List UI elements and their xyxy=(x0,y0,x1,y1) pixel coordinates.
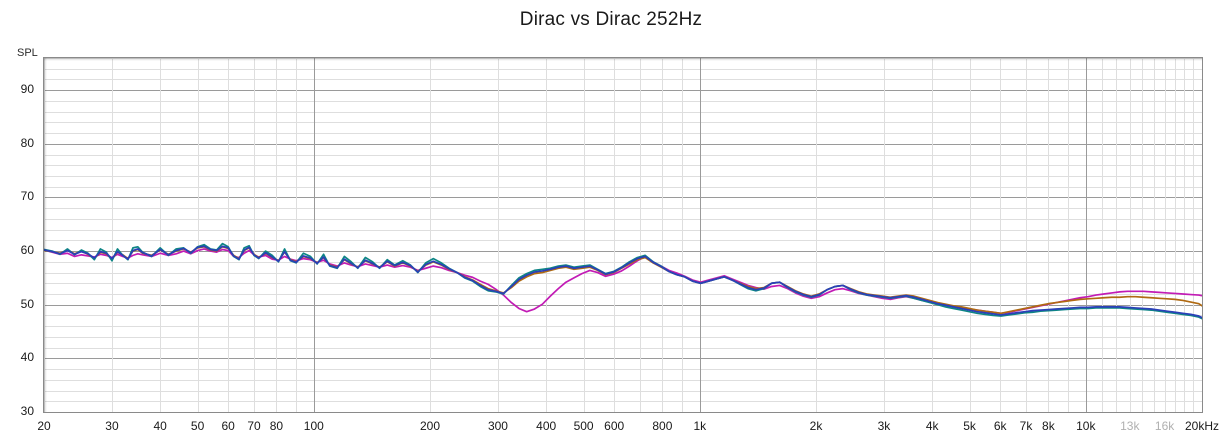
x-tick-label: 60 xyxy=(221,419,235,433)
grid-lines xyxy=(44,58,1202,412)
y-tick-label: 50 xyxy=(20,296,34,311)
x-tick-label: 2k xyxy=(809,419,823,433)
x-tick-label: 5k xyxy=(963,419,976,433)
x-tick-label: 4k xyxy=(925,419,939,433)
x-tick-label: 10k xyxy=(1076,419,1096,433)
y-tick-label: 80 xyxy=(20,135,34,150)
x-tick-label: 400 xyxy=(536,419,557,433)
series-line xyxy=(44,248,1202,315)
y-tick-label: 60 xyxy=(20,243,34,258)
x-tick-label: 300 xyxy=(487,419,508,433)
x-tick-label: 30 xyxy=(105,419,119,433)
x-tick-label: 7k xyxy=(1019,419,1033,433)
y-tick-label: 90 xyxy=(20,82,34,97)
x-tick-label: 80 xyxy=(269,419,284,433)
x-tick-label: 20 xyxy=(37,419,51,433)
y-tick-label: 30 xyxy=(20,404,34,418)
y-axis-label: SPL xyxy=(17,47,38,59)
page-title: Dirac vs Dirac 252Hz xyxy=(519,9,703,30)
plot-area xyxy=(43,57,1203,413)
x-tick-label: 100 xyxy=(303,419,324,433)
x-tick-label: 8k xyxy=(1042,419,1055,433)
x-tick-label: 800 xyxy=(652,419,673,433)
x-tick-label: 40 xyxy=(153,419,167,433)
x-tick-label: 500 xyxy=(573,419,594,433)
x-tick-label: 13k xyxy=(1120,419,1140,433)
y-tick-label: 40 xyxy=(20,350,34,365)
x-tick-label: 1k xyxy=(693,419,707,433)
x-tick-label: 50 xyxy=(190,419,205,433)
x-tick-label: 16k xyxy=(1154,419,1175,433)
series-line xyxy=(44,245,1202,319)
x-tick-label: 3k xyxy=(877,419,891,433)
x-tick-label: 6k xyxy=(993,419,1007,433)
x-tick-label: 600 xyxy=(604,419,625,433)
x-tick-label: 20kHz xyxy=(1184,419,1219,433)
series-line xyxy=(44,245,1202,315)
series-lines xyxy=(44,242,1202,320)
x-tick-label: 200 xyxy=(419,419,441,433)
x-tick-label: 70 xyxy=(247,419,261,433)
y-tick-label: 70 xyxy=(20,189,34,204)
